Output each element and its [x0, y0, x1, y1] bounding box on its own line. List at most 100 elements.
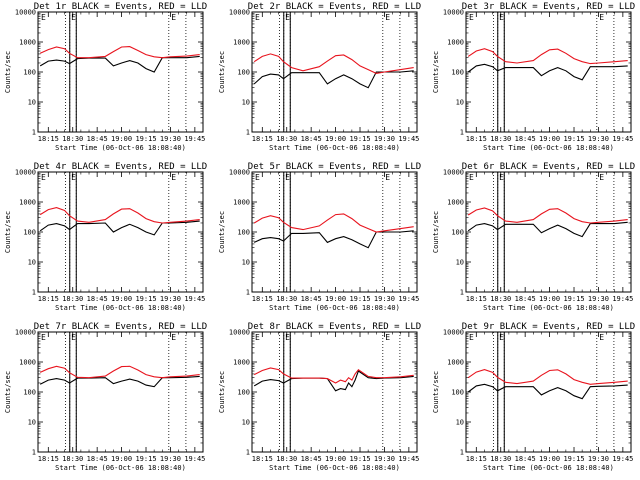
y-tick-label: 1000 [19, 39, 36, 47]
e-flag-label: E [499, 13, 504, 22]
y-tick-label: 10 [28, 259, 36, 267]
series-lld-line [467, 207, 628, 224]
x-tick-label: 19:45 [612, 295, 633, 303]
x-tick-label: 19:30 [374, 135, 395, 143]
y-tick-label: 100 [237, 389, 250, 397]
x-tick-label: 18:15 [252, 295, 273, 303]
plot-frame [465, 331, 632, 453]
x-tick-label: 19:00 [539, 455, 560, 463]
x-tick-label: 19:30 [374, 295, 395, 303]
y-tick-label: 100 [451, 389, 464, 397]
x-axis-label: Start Time (06-Oct-06 18:08:40) [55, 144, 186, 152]
series-lld-line [39, 365, 200, 379]
plot-frame [37, 331, 204, 453]
panel-det8: Det 8r BLACK = Events, RED = LLD 1 10 100 10… [218, 322, 421, 472]
y-tick-label: 1 [32, 449, 36, 457]
x-tick-label: 18:45 [515, 135, 536, 143]
y-tick-label: 10 [242, 99, 250, 107]
data-gap-box [69, 171, 77, 293]
y-tick-label: 10 [28, 99, 36, 107]
x-tick-label: 19:00 [539, 295, 560, 303]
e-flag-label: E [41, 173, 46, 182]
x-tick-label: 18:15 [38, 135, 59, 143]
panel-title: Det 3r BLACK = Events, RED = LLD [462, 2, 635, 12]
series-events-line [253, 230, 414, 249]
y-axis-label: Counts/sec [218, 211, 226, 253]
y-tick-label: 10000 [443, 9, 464, 17]
x-tick-label: 19:15 [135, 135, 156, 143]
series-lld-line [39, 46, 200, 59]
y-tick-label: 1000 [447, 199, 464, 207]
e-flag-label: E [255, 13, 260, 22]
panel-title: Det 6r BLACK = Events, RED = LLD [462, 162, 635, 172]
x-tick-label: 19:00 [111, 135, 132, 143]
x-tick-label: 19:45 [398, 455, 419, 463]
series-events-line [39, 220, 200, 236]
x-tick-label: 19:45 [398, 295, 419, 303]
panel-det5: Det 5r BLACK = Events, RED = LLD 1 10 100 10… [218, 162, 421, 312]
y-tick-label: 100 [23, 229, 36, 237]
x-axis-label: Start Time (06-Oct-06 18:08:40) [483, 464, 614, 472]
y-tick-label: 1 [246, 449, 250, 457]
x-tick-label: 18:15 [38, 455, 59, 463]
x-tick-label: 19:15 [349, 455, 370, 463]
x-tick-label: 19:45 [184, 455, 205, 463]
data-gap-box [283, 331, 291, 453]
x-tick-label: 19:00 [325, 455, 346, 463]
e-flag-label: E [285, 333, 290, 342]
y-tick-label: 10 [242, 259, 250, 267]
data-gap-box [69, 11, 77, 133]
y-tick-label: 1000 [233, 39, 250, 47]
panel-title: Det 1r BLACK = Events, RED = LLD [34, 2, 207, 12]
panel-det7: Det 7r BLACK = Events, RED = LLD 1 10 100 10… [4, 322, 207, 472]
x-tick-label: 19:15 [349, 295, 370, 303]
x-tick-label: 19:15 [563, 295, 584, 303]
x-tick-label: 18:30 [490, 295, 511, 303]
series-lld-line [253, 53, 414, 74]
panel-title: Det 8r BLACK = Events, RED = LLD [248, 322, 421, 332]
y-tick-label: 100 [23, 69, 36, 77]
e-flag-label: E [71, 173, 76, 182]
panel-title: Det 7r BLACK = Events, RED = LLD [34, 322, 207, 332]
e-flag-label: E [285, 13, 290, 22]
y-axis-label: Counts/sec [432, 211, 440, 253]
data-gap-box [283, 171, 291, 293]
x-tick-label: 19:15 [135, 455, 156, 463]
panel-title: Det 9r BLACK = Events, RED = LLD [462, 322, 635, 332]
x-tick-label: 19:45 [612, 455, 633, 463]
x-axis-label: Start Time (06-Oct-06 18:08:40) [483, 304, 614, 312]
panel-det6: Det 6r BLACK = Events, RED = LLD 1 10 100 10… [432, 162, 635, 312]
e-flag-label: E [71, 13, 76, 22]
panel-det4: Det 4r BLACK = Events, RED = LLD 1 10 100 10… [4, 162, 207, 312]
e-flag-label: E [469, 13, 474, 22]
x-tick-label: 18:30 [62, 135, 83, 143]
x-tick-label: 18:45 [301, 455, 322, 463]
series-events-line [253, 370, 414, 392]
e-flag-label: E [41, 333, 46, 342]
series-events-line [467, 221, 628, 238]
e-flag-label: E [599, 333, 604, 342]
x-tick-label: 19:00 [539, 135, 560, 143]
y-tick-label: 10000 [15, 329, 36, 337]
y-tick-label: 10 [456, 259, 464, 267]
e-flag-label: E [171, 333, 176, 342]
series-events-line [39, 375, 200, 388]
series-events-line [467, 383, 628, 400]
plot-frame [465, 171, 632, 293]
panel-title: Det 5r BLACK = Events, RED = LLD [248, 162, 421, 172]
y-tick-label: 1 [460, 449, 464, 457]
y-tick-label: 1 [32, 129, 36, 137]
y-tick-label: 10000 [443, 169, 464, 177]
y-tick-label: 1000 [19, 359, 36, 367]
x-tick-label: 19:45 [184, 135, 205, 143]
e-flag-label: E [469, 333, 474, 342]
y-tick-label: 1000 [447, 39, 464, 47]
y-tick-label: 100 [451, 229, 464, 237]
y-tick-label: 100 [237, 69, 250, 77]
x-axis-label: Start Time (06-Oct-06 18:08:40) [269, 144, 400, 152]
y-tick-label: 10 [456, 419, 464, 427]
y-tick-label: 1 [246, 289, 250, 297]
series-lld-line [467, 48, 628, 65]
y-tick-label: 10000 [15, 169, 36, 177]
y-tick-label: 100 [237, 229, 250, 237]
